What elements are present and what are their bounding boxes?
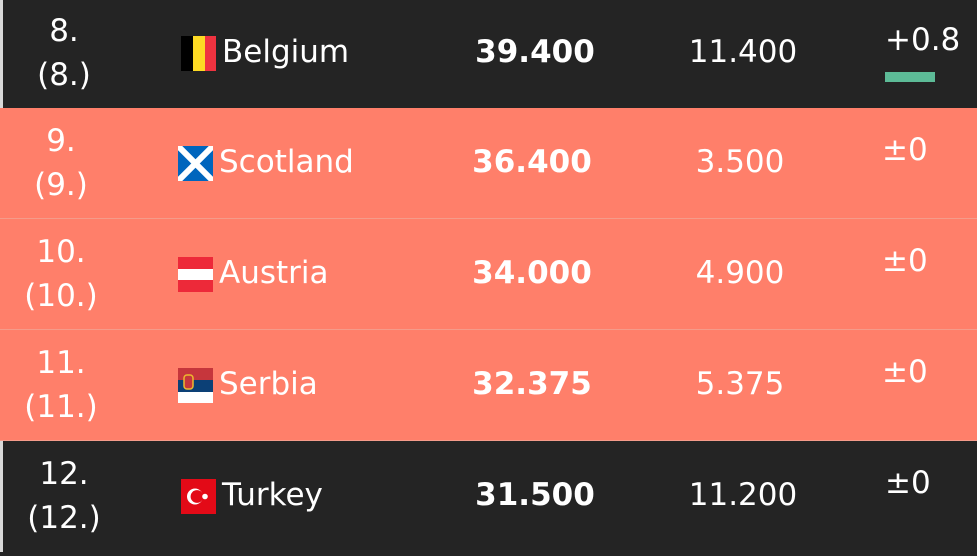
change: ±0	[885, 464, 931, 501]
table-row: 10. (10.) Austria 34.000 4.900 ±0	[0, 219, 977, 330]
table-row: 11. (11.) Serbia 32.375 5.375 ±0	[0, 330, 977, 441]
country-name: Belgium	[222, 34, 350, 70]
country-name: Serbia	[219, 365, 318, 402]
season-points: 3.500	[695, 143, 785, 180]
season-points: 4.900	[695, 254, 785, 291]
rank: 10.	[36, 233, 86, 270]
change: ±0	[882, 131, 928, 168]
flag-icon	[175, 143, 216, 183]
flag-icon	[181, 36, 216, 71]
previous-rank: (10.)	[24, 277, 98, 314]
country-name: Scotland	[219, 143, 354, 180]
change: ±0	[882, 353, 928, 390]
rank: 9.	[46, 122, 76, 159]
flag-icon	[178, 367, 213, 403]
change-bar	[885, 72, 935, 82]
flag	[178, 367, 213, 403]
previous-rank: (12.)	[27, 499, 101, 536]
rank: 12.	[39, 455, 89, 492]
previous-rank: (8.)	[37, 57, 91, 93]
table-row: 12. (12.) Turkey 31.500 11.200 ±0	[0, 441, 977, 552]
country-name: Turkey	[222, 476, 323, 513]
flag-icon	[181, 478, 216, 514]
country-name: Austria	[219, 254, 329, 291]
total-points: 36.400	[472, 143, 592, 180]
season-points: 5.375	[695, 365, 785, 402]
flag	[181, 478, 216, 514]
total-points: 32.375	[472, 365, 592, 402]
season-points: 11.200	[688, 476, 798, 513]
rank: 8.	[49, 13, 79, 49]
total-points: 34.000	[472, 254, 592, 291]
table-row: 9. (9.) Scotland 36.400 3.500 ±0	[0, 108, 977, 219]
change: ±0	[882, 242, 928, 279]
rank: 11.	[36, 344, 86, 381]
table-row: 8. (8.) Belgium 39.400 11.400 +0.8	[0, 0, 977, 108]
flag-icon	[178, 256, 213, 292]
flag	[178, 256, 213, 292]
flag	[175, 143, 216, 183]
total-points: 31.500	[475, 476, 595, 513]
flag	[181, 36, 216, 71]
total-points: 39.400	[475, 34, 595, 70]
previous-rank: (11.)	[24, 388, 98, 425]
previous-rank: (9.)	[34, 166, 88, 203]
season-points: 11.400	[688, 34, 798, 70]
change: +0.8	[885, 22, 961, 58]
